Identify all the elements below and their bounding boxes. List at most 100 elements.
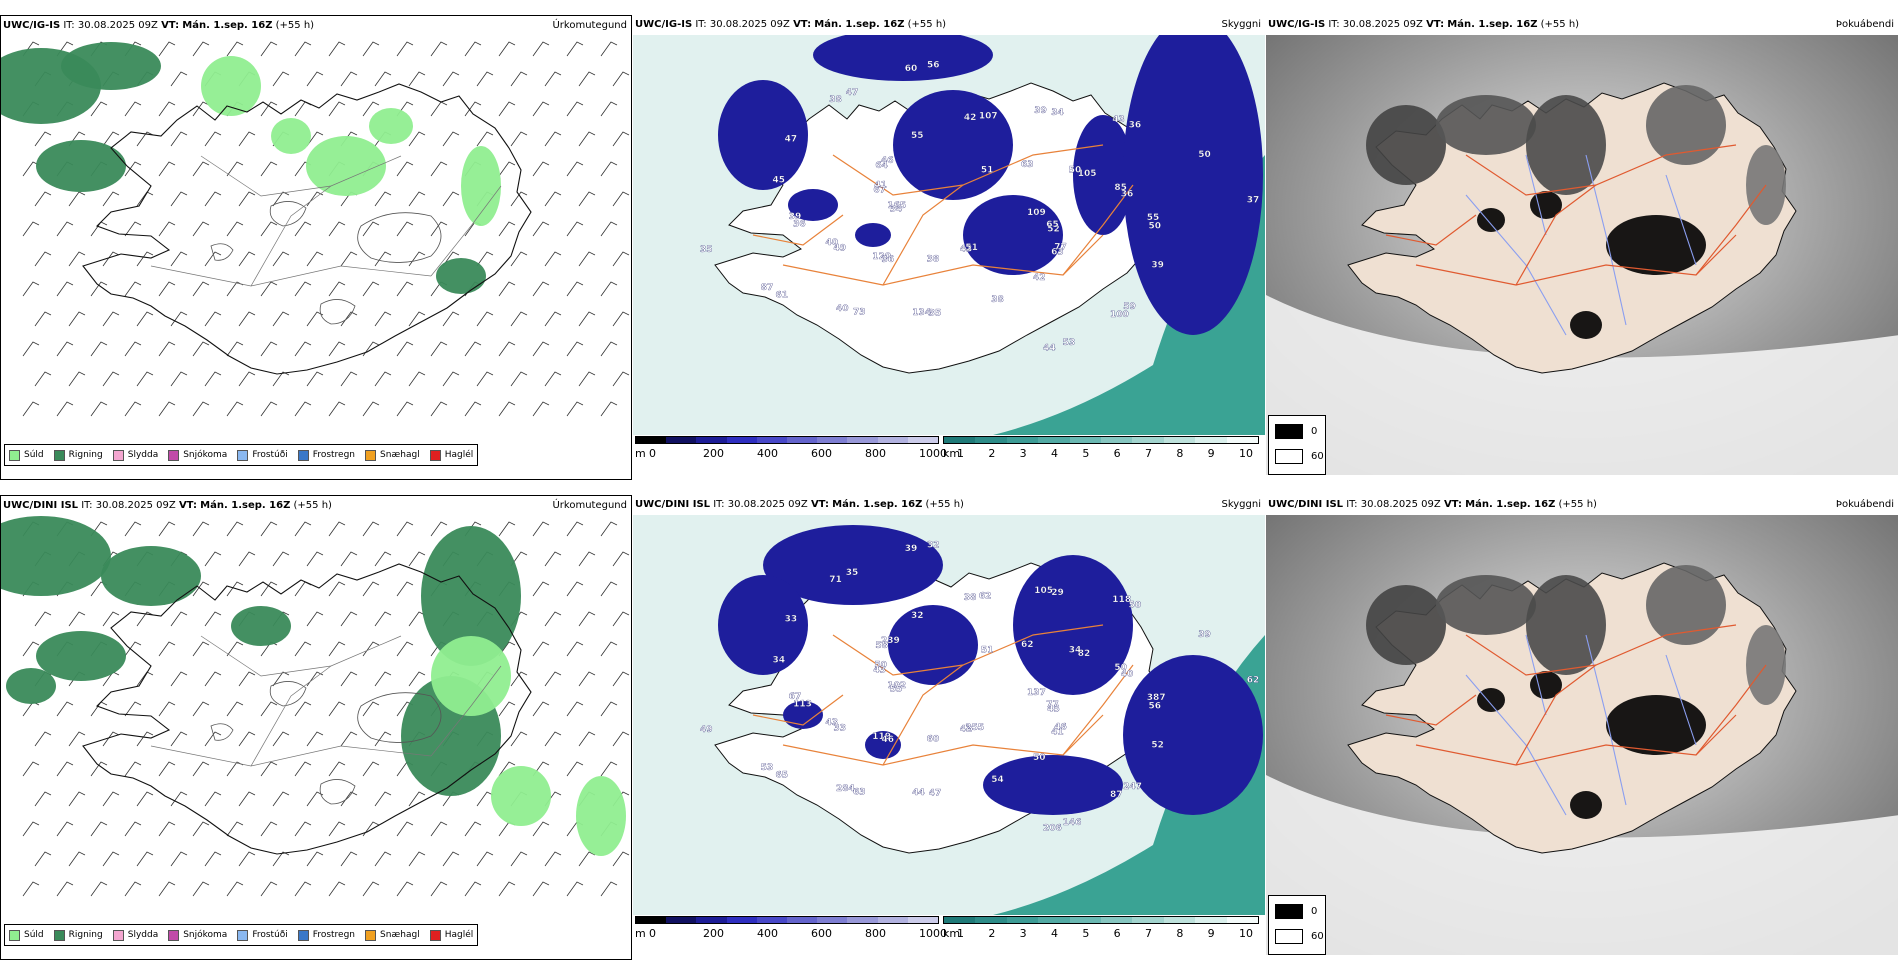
fog-swatch-black [1275,904,1303,919]
colorbar-tick: 5 [1082,447,1090,460]
cloud-base-value: 50 [874,661,887,671]
cloud-base-value: 34 [1069,645,1082,655]
cloud-base-value: 42 [960,725,973,735]
colorbar-segment [877,917,909,923]
colorbar-segment [1226,437,1259,443]
road-network [752,624,1134,766]
colorbar-tick: 800 [865,927,886,940]
cloud-base-value: 44 [912,788,925,798]
cloud-base-value: 60 [927,734,940,744]
legend-label: Snæhagl [380,450,420,460]
road-network [1385,144,1767,286]
cloud-base-value: 62 [1021,640,1034,650]
colorbar-unit: m [635,447,646,460]
fog-legend-min: 0 [1311,906,1318,917]
colorbar-tick: 3 [1019,447,1027,460]
cloud-base-value: 67 [873,185,886,195]
cloudbase-panel-dini: UWC/DINI ISL IT: 30.08.2025 09Z VT: Mán.… [633,495,1265,960]
cloud-base-value: 55 [1147,213,1160,223]
cloud-base-value: 113 [793,699,812,709]
colorbar-segment [817,917,848,923]
legend-swatch [365,929,377,941]
precip-areas [1,516,626,856]
cloud-base-value: 41 [874,181,887,191]
fog-map [1266,515,1898,955]
colorbar-tick: 2 [988,447,996,460]
colorbar-segment [847,917,879,923]
cloud-base-value: 51 [965,243,978,253]
colorbar-segment [907,437,939,443]
colorbar-segment [817,437,848,443]
cloud-base-value: 206 [1043,823,1062,833]
cloud-base-value: 105 [1078,169,1097,179]
legend-label: Frostregn [312,450,356,460]
panel-title: UWC/DINI ISL IT: 30.08.2025 09Z VT: Mán.… [635,499,964,510]
legend-swatch [297,929,309,941]
colorbar-segment [1132,917,1165,923]
fog-legend-max: 60 [1311,931,1324,942]
cloud-base-value: 118 [1112,595,1131,605]
cloud-base-value: 43 [873,665,886,675]
cloudbase-map: 1371196287102824435454329206504028432416… [633,515,1265,915]
iceland-coastline [82,83,532,375]
cloud-base-value: 39 [1151,261,1164,271]
colorbar-tick: 8 [1176,927,1184,940]
cloud-base-value: 50 [1069,165,1082,175]
cloud-base-value: 43 [1112,115,1125,125]
colorbar-tick: 4 [1051,927,1058,940]
cloud-base-value: 52 [1151,741,1164,751]
cloud-base-value: 44 [1043,343,1056,353]
legend-label: Frostúði [252,450,288,460]
panel-title: UWC/IG-IS IT: 30.08.2025 09Z VT: Mán. 1.… [3,20,315,31]
fog-swatch-white [1275,929,1303,944]
colorbar-tick: 10 [1239,927,1253,940]
cloud-base-value: 34 [1051,108,1064,118]
colorbar-strip [943,436,1259,444]
colorbar-tick: 6 [1113,927,1121,940]
cloud-base-value: 50 [1198,150,1211,160]
panel-title: UWC/DINI ISL IT: 30.08.2025 09Z VT: Mán.… [3,500,332,511]
colorbar-segment [726,437,758,443]
cloud-base-value: 65 [776,770,789,780]
fog-legend: 0 60 [1268,415,1326,475]
legend-item: Snjókoma [168,929,227,941]
colorbar-tick: 9 [1207,447,1215,460]
legend-swatch [53,929,65,941]
colorbar-tick: 400 [757,447,778,460]
cloud-base-value: 42 [964,113,977,123]
cloud-base-value: 46 [1054,722,1067,732]
cloud-base-value: 47 [785,135,798,145]
legend-label: Súld [24,450,44,460]
colorbar-segment [1132,437,1165,443]
colorbar-tick: 8 [1176,447,1184,460]
cloud-base-value: 46 [881,156,894,166]
cloud-base-value: 52 [1047,224,1060,234]
legend-item: Frostúði [237,449,288,461]
cloud-base-value: 47 [846,88,859,98]
colorbar-unit: km [943,447,961,460]
panel-parameter: Úrkomutegund [548,19,627,33]
colorbar-tick: 1 [957,927,964,940]
fog-legend: 0 60 [1268,895,1326,955]
precip-map [1,41,630,417]
legend-swatch [297,449,309,461]
cloud-base-value: 65 [1046,220,1059,230]
legend-swatch [9,449,20,461]
panel-parameter: Skyggni [1217,18,1261,32]
panel-title: UWC/IG-IS IT: 30.08.2025 09Z VT: Mán. 1.… [1268,19,1580,30]
road-network [752,144,1134,286]
colorbar-segment [1006,437,1039,443]
fog-legend-min: 0 [1311,426,1318,437]
fog-swatch-black [1275,424,1303,439]
cloud-base-value: 46 [882,735,895,745]
cloudbase-colorbar: m 0 200 400 600 800 1000 [635,916,947,950]
cloud-base-value: 38 [927,254,940,264]
cloudbase-colorbar: m 0 200 400 600 800 1000 [635,436,947,470]
legend-label: Haglél [444,450,474,460]
panel-parameter: Úrkomutegund [548,499,627,513]
cloud-base-value: 58 [875,641,888,651]
cloud-base-value: 40 [826,238,839,248]
colorbar-unit: m [635,927,646,940]
legend-item: Rigning [53,929,103,941]
colorbar-tick: 400 [757,927,778,940]
